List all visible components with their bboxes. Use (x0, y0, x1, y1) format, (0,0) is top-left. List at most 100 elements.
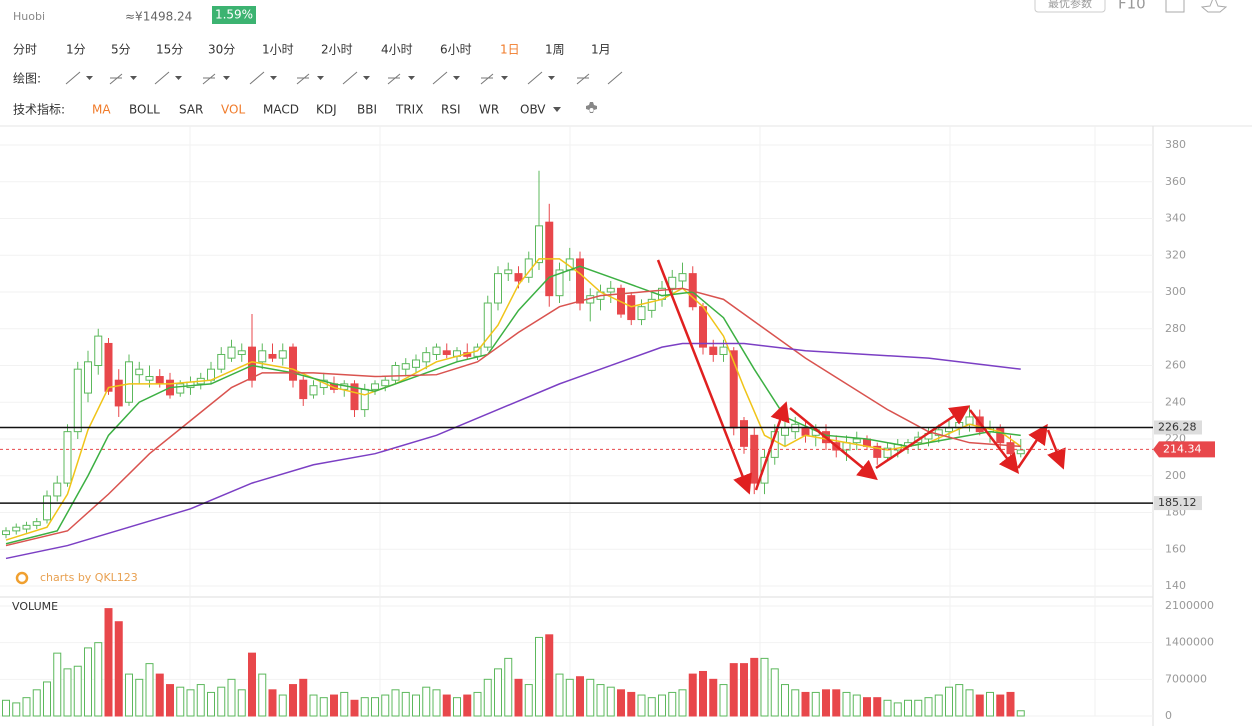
best-params[interactable]: 最优参数 (1048, 0, 1092, 10)
volume-bar (391, 689, 400, 717)
candle-body (945, 427, 953, 433)
tool-icon[interactable] (607, 71, 623, 85)
volume-bar (832, 689, 841, 717)
annotation-arrow (875, 405, 971, 470)
timeframe-tab[interactable]: 6小时 (440, 43, 472, 57)
marks (2, 170, 1025, 560)
indicator-tab[interactable]: RSI (441, 103, 461, 117)
annotation-arrow (754, 401, 790, 491)
volume-bar (750, 657, 759, 717)
tool-icon[interactable] (249, 71, 265, 85)
timeframe-tab[interactable]: 1日 (500, 43, 520, 57)
volume-bar (104, 608, 113, 717)
volume-bar (504, 657, 513, 717)
candle-body (227, 346, 236, 359)
indicator-tab[interactable]: TRIX (395, 103, 423, 117)
timeframe-tab[interactable]: 5分 (111, 43, 131, 57)
volume-bar (155, 673, 164, 717)
indicator-tab[interactable]: BOLL (129, 103, 160, 117)
indicator-tab[interactable]: MACD (263, 103, 299, 117)
best-params-button[interactable] (1034, 0, 1106, 13)
annotation-arrow (789, 407, 878, 481)
volume-bar (637, 694, 646, 717)
candle-body (289, 346, 297, 381)
volume-bar (63, 668, 72, 717)
vertical-grid (0, 126, 1153, 717)
volume-bar (268, 689, 277, 717)
candle-body (12, 526, 21, 532)
candle-body (401, 363, 410, 370)
volume-tick-label: 700000 (1165, 672, 1207, 685)
tool-icon[interactable] (296, 73, 310, 85)
tool-icon[interactable] (387, 73, 401, 85)
volume-tick-label: 0 (1165, 709, 1172, 722)
tool-icon[interactable] (109, 73, 123, 85)
timeframe-tab[interactable]: 1月 (591, 43, 611, 57)
candle-body (576, 258, 584, 304)
candle-body (801, 427, 810, 436)
volume-bar (945, 686, 953, 717)
tool-icon[interactable] (154, 71, 170, 85)
tool-icon[interactable] (432, 71, 448, 85)
tool-icon[interactable] (65, 71, 81, 85)
indicator-tab[interactable]: VOL (221, 103, 245, 117)
volume-bar (883, 699, 892, 717)
timeframe-tab[interactable]: 15分 (156, 43, 183, 57)
volume-bar (863, 697, 871, 717)
volume-bar (473, 691, 482, 717)
candle-body (422, 352, 431, 363)
timeframe-tab[interactable]: 2小时 (321, 43, 353, 57)
tool-icon[interactable] (342, 71, 358, 85)
f10[interactable]: F10 (1118, 0, 1146, 13)
indicator-tab[interactable]: OBV (520, 103, 546, 117)
indicator-tab[interactable]: SAR (179, 103, 203, 117)
volume-bar (227, 678, 236, 717)
volume-bar (740, 663, 748, 717)
candle-body (1016, 449, 1025, 455)
timeframe-tab[interactable]: 1小时 (262, 43, 294, 57)
volume-bar (770, 668, 779, 717)
draw-tools[interactable] (65, 71, 623, 85)
volume-bar (688, 673, 697, 717)
volume-bar (975, 694, 984, 717)
indicator-tab[interactable]: KDJ (316, 103, 337, 117)
tool-caret (548, 76, 555, 80)
indicator-tab[interactable]: WR (479, 103, 499, 117)
candle-body (391, 365, 400, 381)
volume-bar (852, 694, 861, 717)
tool-icon[interactable] (576, 73, 590, 85)
volume-bar (760, 657, 769, 717)
indicator-tab[interactable]: BBI (357, 103, 377, 117)
volume-bar (678, 689, 687, 717)
candle-body (43, 495, 51, 521)
settings-icon[interactable] (586, 102, 597, 113)
star-icon[interactable] (1200, 0, 1228, 13)
timeframe-tab[interactable]: 1周 (545, 43, 565, 57)
volume-bar (893, 702, 902, 717)
tool-icon[interactable] (202, 73, 216, 85)
volume-bar (176, 686, 185, 717)
candle-body (155, 376, 164, 385)
timeframe-tab[interactable]: 分时 (13, 43, 37, 57)
tool-icon[interactable] (480, 73, 494, 85)
tool-caret (501, 76, 508, 80)
timeframe-tab[interactable]: 4小时 (381, 43, 413, 57)
volume-bar (442, 694, 451, 717)
tool-icon[interactable] (527, 71, 543, 85)
settings-icon-hole (589, 108, 594, 112)
indicator-tab[interactable]: MA (92, 103, 111, 117)
candle-body (483, 302, 492, 348)
volume-bar (73, 665, 82, 717)
volume-bar (12, 702, 21, 717)
volume-bar (524, 684, 533, 717)
candle-body (873, 445, 882, 458)
candle-body (678, 273, 687, 282)
timeframe-tab[interactable]: 30分 (208, 43, 235, 57)
timeframe-tab[interactable]: 1分 (66, 43, 86, 57)
volume-bar (627, 691, 636, 717)
candle-body (32, 521, 41, 526)
y-tick-label: 300 (1165, 285, 1186, 298)
fullscreen-icon[interactable] (1165, 0, 1185, 13)
tool-caret (453, 76, 460, 80)
volume-bar (986, 691, 994, 717)
